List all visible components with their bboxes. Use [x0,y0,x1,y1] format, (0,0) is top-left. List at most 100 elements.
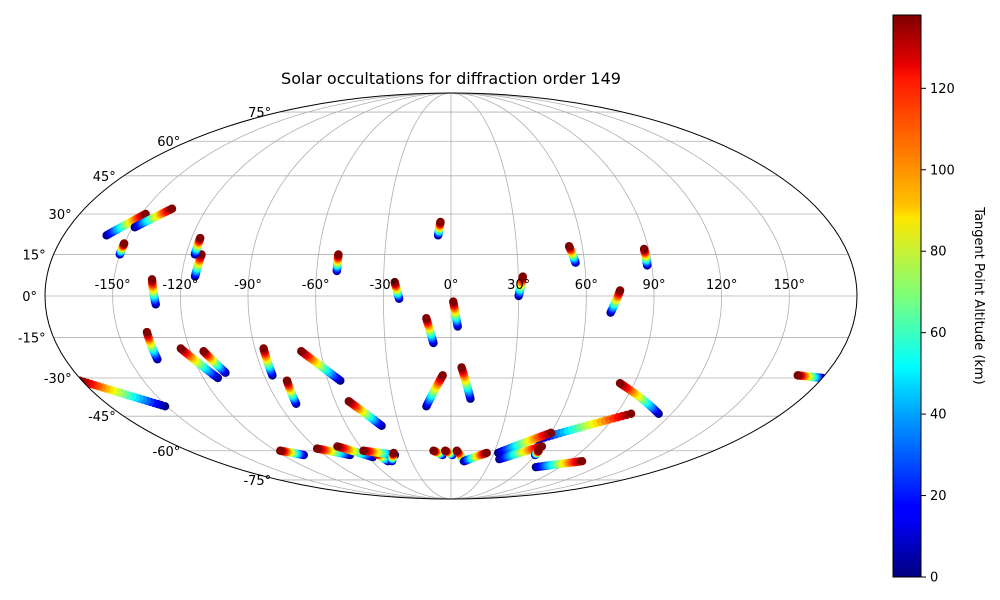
occultation-track [793,371,827,383]
colorbar-tick-label: 80 [930,245,947,260]
data-point [615,379,625,388]
occultation-track [176,344,223,383]
occultation-track [297,347,345,385]
longitude-tick-label: 150° [774,278,805,293]
data-point [334,250,343,259]
longitude-tick-label: 90° [642,278,665,293]
colorbar: 0 20 40 60 80 100 120 Tangent Point Altitude (… [892,14,986,586]
occultation-track [147,275,160,309]
colorbar-label: Tangent Point Altitude (km) [971,206,986,384]
occultation-track [130,204,177,232]
occultation-track [422,371,447,411]
data-point [199,347,208,356]
data-point [142,327,152,337]
longitude-tick-label: 0° [444,278,459,293]
occultation-track [276,446,308,460]
occultation-tracks [75,204,827,472]
data-point [276,446,285,455]
data-point [429,446,438,455]
data-point [546,428,556,438]
occultation-track [564,242,580,267]
data-point [422,314,431,323]
data-point [793,371,802,380]
occultation-track [115,239,129,259]
occultation-track [532,409,636,444]
latitude-tick-label: 0° [22,290,37,305]
occultation-track [259,344,277,380]
data-point [389,448,398,458]
occultation-track [494,428,556,458]
occultation-track [530,446,543,460]
occultation-track [514,272,528,301]
data-point [390,277,399,287]
colorbar-tick-label: 60 [930,326,947,341]
latitude-tick-label: 45° [93,170,116,185]
longitude-tick-label: 60° [575,278,598,293]
occultation-track [459,448,491,466]
longitude-tick-label: -150° [95,278,131,293]
occultation-track [142,327,162,364]
occultation-track [495,442,547,464]
data-point [440,446,450,455]
longitude-tick-labels: -150° -120° -90° -60° -30° 0° 30° 60° 90° 120° 150… [95,278,805,293]
data-point [518,272,528,281]
latitude-tick-label: 75° [248,106,271,121]
colorbar-tick-label: 20 [930,489,947,504]
data-point [449,297,458,306]
data-point [457,363,466,372]
occultation-track [457,363,475,403]
data-point [482,448,491,458]
data-point [147,275,157,284]
occultation-track [440,446,457,460]
occultation-track [449,297,462,331]
occultation-track [75,376,170,411]
latitude-tick-labels: 75° 60° 45° 30° 15° 0° -15° -30° -45° -60° -75° [18,106,271,489]
latitude-tick-label: -75° [243,474,271,489]
data-point [119,239,129,248]
map-frame [44,92,858,500]
occultation-track [429,446,447,460]
data-point [297,347,306,356]
data-point [452,446,462,455]
occultation-track [433,217,445,240]
longitude-tick-label: 30° [507,278,530,293]
graticule-grid [45,93,857,499]
data-point [282,376,292,385]
data-point [436,217,445,227]
longitude-tick-label: -30° [369,278,397,293]
data-point [577,457,587,466]
latitude-tick-label: -45° [88,410,116,425]
occultation-track [390,277,404,303]
longitude-tick-label: 120° [706,278,737,293]
data-point [312,444,322,453]
occultation-track [282,376,301,408]
occultation-track [332,250,343,276]
data-point [344,397,353,406]
data-point [259,344,268,353]
data-point [438,371,447,380]
occultation-track [639,244,652,270]
occultation-track [190,233,205,259]
occultation-track [199,347,230,377]
data-point [359,446,368,455]
data-point [639,244,649,254]
latitude-tick-label: -30° [44,372,72,387]
occultation-track [344,397,386,431]
data-point [534,446,543,455]
colorbar-tick-label: 120 [930,82,955,97]
data-point [626,409,636,418]
latitude-tick-label: 30° [49,208,72,223]
occultation-track [422,314,438,348]
occultation-track [606,286,625,317]
colorbar-tick-label: 40 [930,408,947,423]
longitude-tick-label: -90° [234,278,262,293]
data-point [196,233,205,243]
latitude-tick-label: -15° [18,332,46,347]
colorbar-tick-label: 0 [930,571,938,586]
occultation-track [531,457,587,472]
colorbar-ticks: 0 20 40 60 80 100 120 [921,82,955,586]
latitude-tick-label: 15° [23,248,46,263]
data-point [564,242,574,251]
latitude-tick-label: 60° [157,135,180,150]
